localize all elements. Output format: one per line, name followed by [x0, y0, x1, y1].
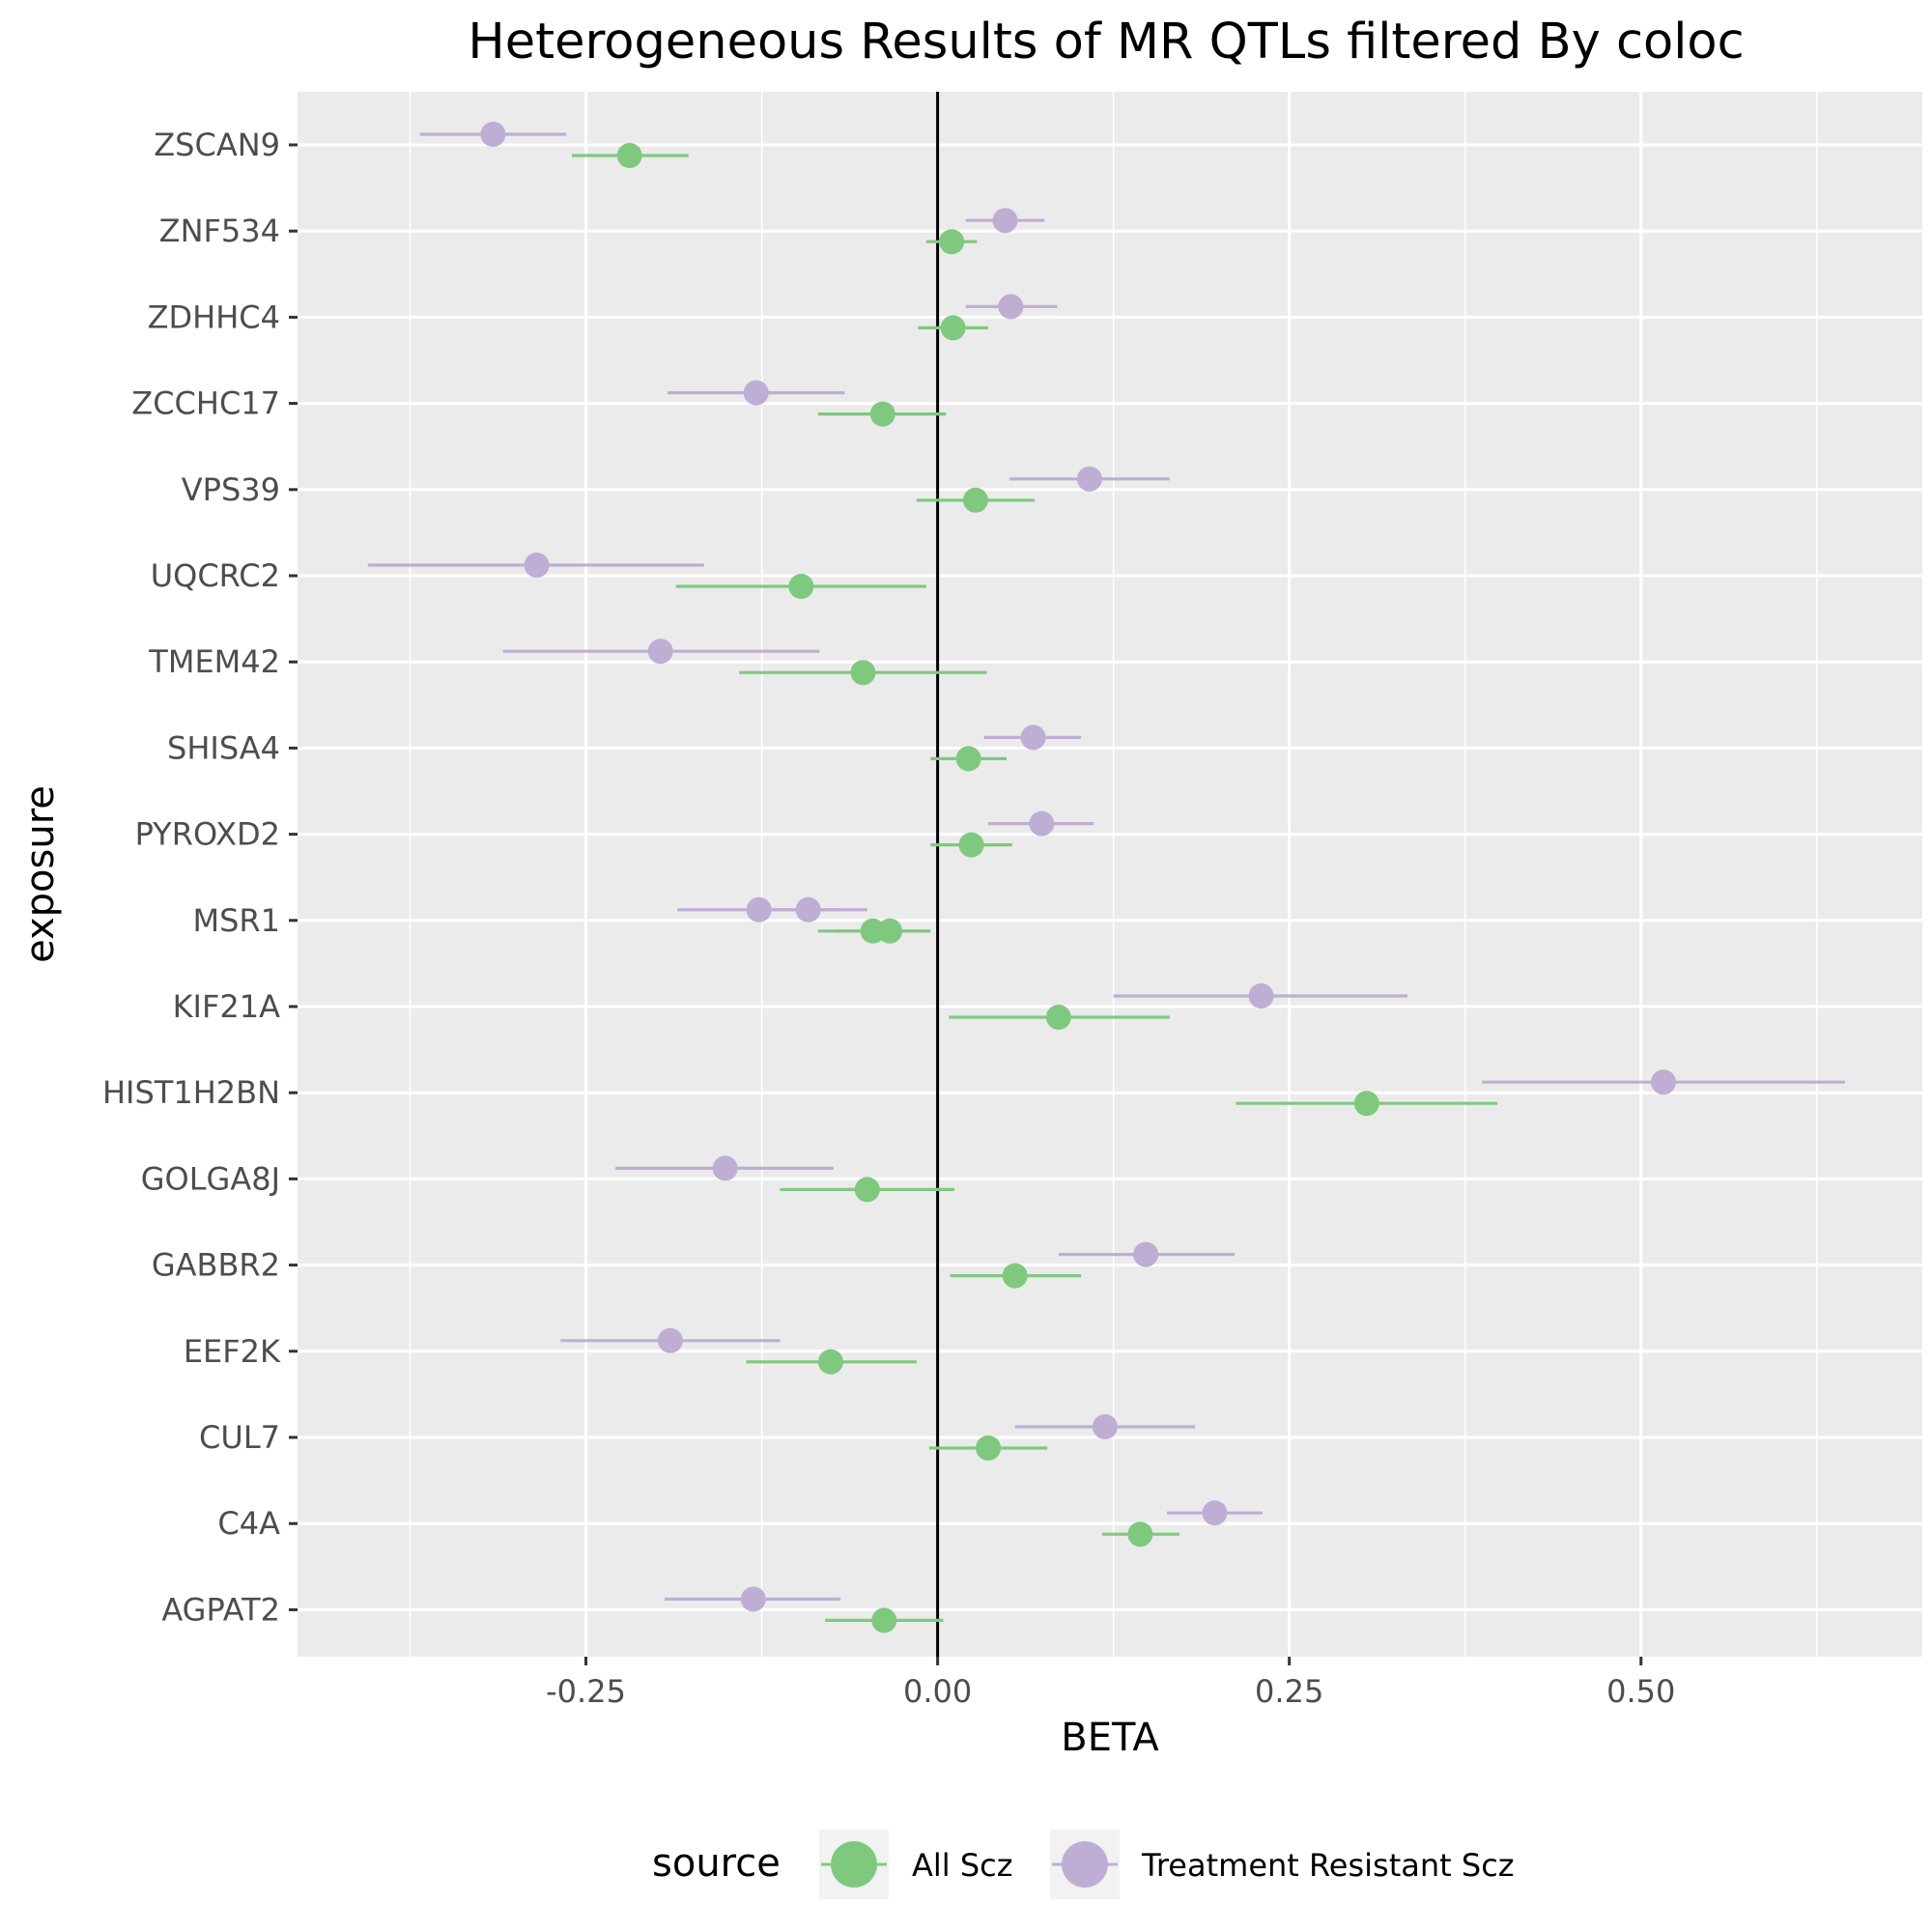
- point-estimate: [976, 1435, 1002, 1461]
- x-axis: -0.25 0.00 0.25 0.50: [546, 1657, 1675, 1710]
- y-tick-label: UQCRC2: [151, 557, 280, 594]
- point-estimate: [962, 487, 988, 513]
- point-estimate: [854, 1177, 880, 1203]
- point-estimate: [1202, 1500, 1228, 1526]
- point-estimate: [1020, 724, 1046, 751]
- point-estimate: [992, 208, 1018, 234]
- point-estimate: [998, 294, 1024, 320]
- point-estimate: [746, 896, 772, 923]
- y-tick-label: AGPAT2: [161, 1591, 280, 1628]
- y-tick-label: SHISA4: [167, 729, 280, 766]
- point-estimate: [740, 1586, 766, 1612]
- point-estimate: [1127, 1521, 1153, 1548]
- legend: source All Scz Treatment Resistant Scz: [652, 1830, 1515, 1899]
- point-estimate: [743, 380, 769, 406]
- y-axis: ZSCAN9 ZNF534 ZDHHC4 ZCCHC17 VPS39 UQCRC2 TMEM…: [102, 127, 298, 1628]
- legend-label-treatment-resistant-scz: Treatment Resistant Scz: [1141, 1847, 1515, 1884]
- y-tick-label: EEF2K: [184, 1333, 281, 1370]
- point-estimate: [795, 896, 821, 923]
- legend-label-all-scz: All Scz: [912, 1847, 1013, 1884]
- point-estimate: [616, 143, 642, 168]
- point-estimate: [1045, 1005, 1071, 1030]
- point-estimate: [480, 122, 506, 147]
- y-tick-label: GABBR2: [152, 1247, 280, 1284]
- y-tick-label: GOLGA8J: [141, 1160, 280, 1197]
- legend-key-treatment-resistant-scz: [1050, 1830, 1120, 1899]
- point-estimate: [1248, 983, 1274, 1009]
- minor-gridlines: [409, 92, 1818, 1657]
- point-estimate: [1353, 1091, 1379, 1117]
- point-estimate: [955, 746, 981, 772]
- x-tick-label: 0.50: [1606, 1673, 1675, 1710]
- x-tick-label: 0.25: [1255, 1673, 1323, 1710]
- y-tick-label: TMEM42: [148, 643, 280, 680]
- y-tick-label: ZCCHC17: [131, 385, 280, 422]
- point-estimate: [877, 918, 903, 944]
- y-tick-label: ZDHHC4: [148, 298, 280, 335]
- x-axis-title: BETA: [1061, 1716, 1159, 1760]
- chart-title: Heterogeneous Results of MR QTLs filtere…: [468, 14, 1744, 71]
- y-tick-label: ZSCAN9: [154, 127, 280, 163]
- point-estimate: [869, 401, 895, 427]
- point-estimate: [1076, 466, 1102, 492]
- point-estimate: [958, 832, 984, 858]
- point-estimate: [712, 1155, 738, 1181]
- y-tick-label: HIST1H2BN: [102, 1074, 280, 1111]
- legend-key-all-scz: [819, 1830, 889, 1899]
- legend-title: source: [652, 1841, 781, 1886]
- point-estimate: [939, 229, 965, 255]
- data-marks: [367, 122, 1845, 1634]
- y-gridlines: [298, 143, 1922, 1611]
- y-tick-label: KIF21A: [173, 988, 281, 1025]
- point-estimate: [1133, 1241, 1159, 1267]
- point-estimate: [1002, 1263, 1028, 1289]
- y-tick-label: ZNF534: [159, 213, 280, 249]
- y-axis-title: exposure: [18, 785, 63, 963]
- point-estimate: [788, 574, 814, 599]
- x-tick-label: -0.25: [546, 1673, 626, 1710]
- point-estimate: [524, 553, 550, 578]
- y-tick-label: VPS39: [182, 471, 280, 508]
- point-estimate: [1092, 1414, 1118, 1439]
- point-estimate: [1651, 1069, 1677, 1095]
- point-estimate: [850, 660, 876, 686]
- point-estimate: [647, 639, 673, 665]
- point-estimate: [940, 315, 966, 341]
- point-estimate: [871, 1607, 897, 1634]
- y-tick-label: MSR1: [192, 902, 280, 939]
- plot-panel: [298, 92, 1922, 1657]
- y-tick-label: CUL7: [199, 1419, 280, 1456]
- point-estimate: [657, 1327, 683, 1353]
- y-tick-label: C4A: [217, 1505, 280, 1542]
- y-tick-label: PYROXD2: [135, 816, 280, 853]
- point-estimate: [1029, 810, 1055, 837]
- point-estimate: [817, 1349, 843, 1375]
- x-tick-label: 0.00: [903, 1673, 972, 1710]
